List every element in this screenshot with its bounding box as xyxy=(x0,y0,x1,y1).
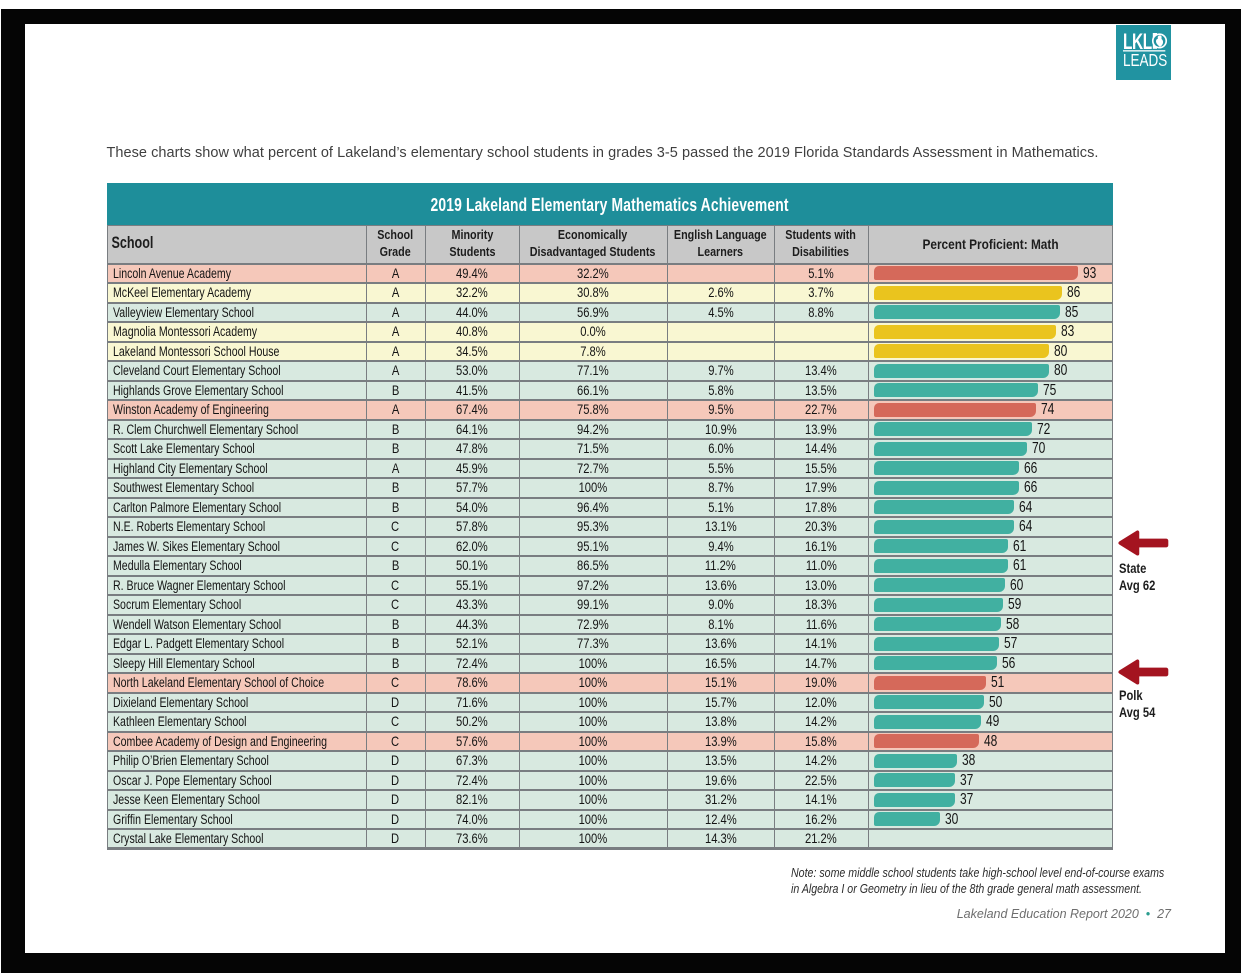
svg-text:LEADS: LEADS xyxy=(1123,51,1167,70)
